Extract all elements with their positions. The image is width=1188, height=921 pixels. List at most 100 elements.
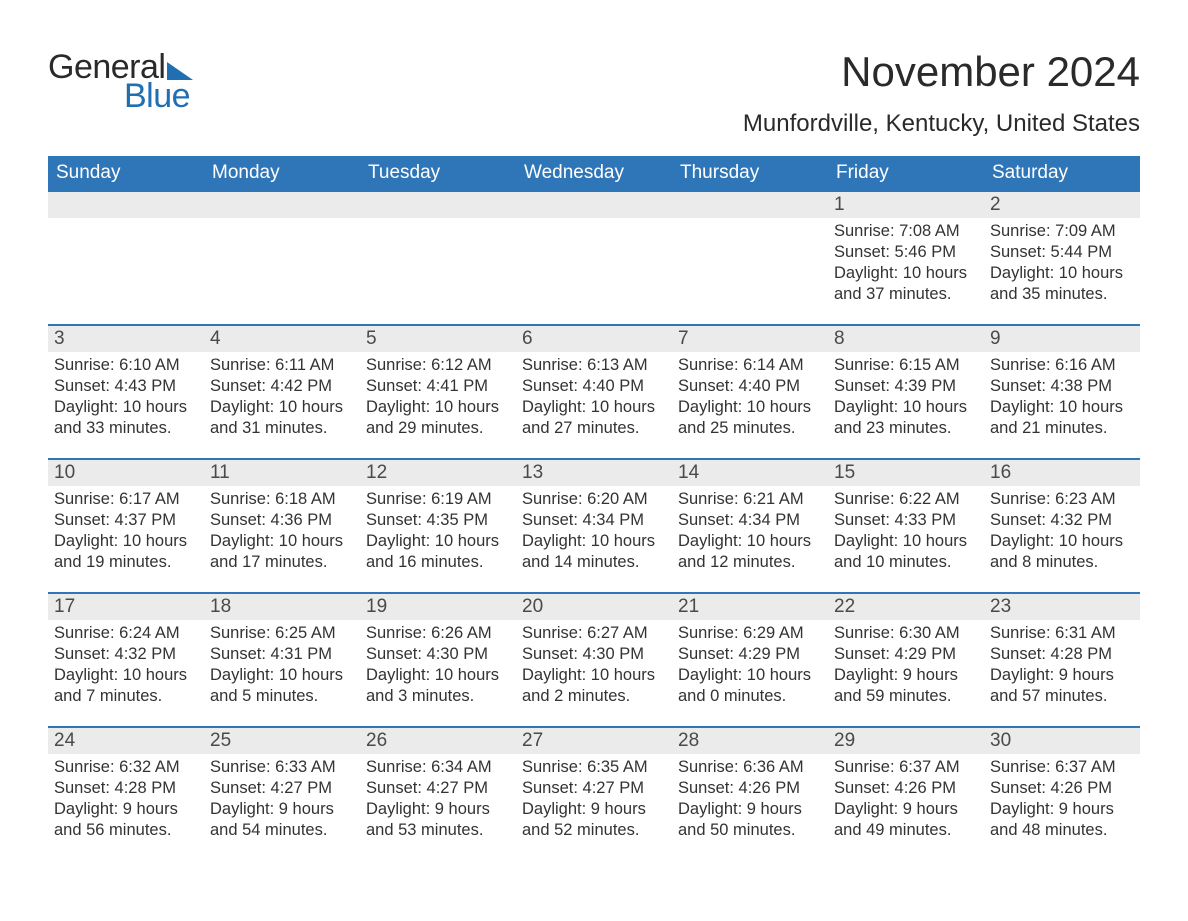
sunrise-line: Sunrise: 6:15 AM: [834, 355, 978, 376]
calendar-day-cell: 30Sunrise: 6:37 AMSunset: 4:26 PMDayligh…: [984, 727, 1140, 861]
day-details: Sunrise: 6:17 AMSunset: 4:37 PMDaylight:…: [48, 486, 204, 579]
calendar-day-cell: 11Sunrise: 6:18 AMSunset: 4:36 PMDayligh…: [204, 459, 360, 593]
day-number: 27: [516, 728, 672, 754]
day-number: 15: [828, 460, 984, 486]
calendar-week-row: 1Sunrise: 7:08 AMSunset: 5:46 PMDaylight…: [48, 191, 1140, 325]
day-number: 26: [360, 728, 516, 754]
day-number: [204, 192, 360, 218]
calendar-day-cell: 20Sunrise: 6:27 AMSunset: 4:30 PMDayligh…: [516, 593, 672, 727]
sunset-line: Sunset: 4:28 PM: [54, 778, 198, 799]
sunrise-line: Sunrise: 6:29 AM: [678, 623, 822, 644]
day-number: 20: [516, 594, 672, 620]
title-block: November 2024 Munfordville, Kentucky, Un…: [743, 48, 1140, 148]
day-details: Sunrise: 6:26 AMSunset: 4:30 PMDaylight:…: [360, 620, 516, 713]
sunset-line: Sunset: 4:27 PM: [210, 778, 354, 799]
sunset-line: Sunset: 5:44 PM: [990, 242, 1134, 263]
location-subtitle: Munfordville, Kentucky, United States: [743, 110, 1140, 138]
daylight-line: Daylight: 10 hours and 10 minutes.: [834, 531, 978, 573]
day-details: Sunrise: 6:19 AMSunset: 4:35 PMDaylight:…: [360, 486, 516, 579]
daylight-line: Daylight: 10 hours and 37 minutes.: [834, 263, 978, 305]
calendar-day-cell: 25Sunrise: 6:33 AMSunset: 4:27 PMDayligh…: [204, 727, 360, 861]
daylight-line: Daylight: 10 hours and 31 minutes.: [210, 397, 354, 439]
day-details: Sunrise: 7:09 AMSunset: 5:44 PMDaylight:…: [984, 218, 1140, 311]
brand-word-blue: Blue: [124, 77, 190, 116]
calendar-day-cell: 9Sunrise: 6:16 AMSunset: 4:38 PMDaylight…: [984, 325, 1140, 459]
sunset-line: Sunset: 4:32 PM: [54, 644, 198, 665]
brand-triangle-icon: [167, 62, 193, 80]
daylight-line: Daylight: 10 hours and 21 minutes.: [990, 397, 1134, 439]
daylight-line: Daylight: 10 hours and 27 minutes.: [522, 397, 666, 439]
sunrise-line: Sunrise: 6:37 AM: [834, 757, 978, 778]
calendar-day-cell: 5Sunrise: 6:12 AMSunset: 4:41 PMDaylight…: [360, 325, 516, 459]
day-number: 16: [984, 460, 1140, 486]
sunrise-line: Sunrise: 6:35 AM: [522, 757, 666, 778]
sunset-line: Sunset: 4:27 PM: [522, 778, 666, 799]
daylight-line: Daylight: 10 hours and 16 minutes.: [366, 531, 510, 573]
day-details: Sunrise: 6:10 AMSunset: 4:43 PMDaylight:…: [48, 352, 204, 445]
day-details: Sunrise: 6:23 AMSunset: 4:32 PMDaylight:…: [984, 486, 1140, 579]
daylight-line: Daylight: 10 hours and 29 minutes.: [366, 397, 510, 439]
day-details: Sunrise: 6:13 AMSunset: 4:40 PMDaylight:…: [516, 352, 672, 445]
day-number: 3: [48, 326, 204, 352]
calendar-day-cell: [204, 191, 360, 325]
sunset-line: Sunset: 4:41 PM: [366, 376, 510, 397]
sunset-line: Sunset: 4:36 PM: [210, 510, 354, 531]
calendar-day-cell: 16Sunrise: 6:23 AMSunset: 4:32 PMDayligh…: [984, 459, 1140, 593]
calendar-day-cell: 24Sunrise: 6:32 AMSunset: 4:28 PMDayligh…: [48, 727, 204, 861]
day-number: 19: [360, 594, 516, 620]
sunset-line: Sunset: 4:32 PM: [990, 510, 1134, 531]
day-number: 6: [516, 326, 672, 352]
sunrise-line: Sunrise: 6:14 AM: [678, 355, 822, 376]
daylight-line: Daylight: 9 hours and 54 minutes.: [210, 799, 354, 841]
sunrise-line: Sunrise: 6:22 AM: [834, 489, 978, 510]
sunrise-line: Sunrise: 6:34 AM: [366, 757, 510, 778]
calendar-day-cell: 8Sunrise: 6:15 AMSunset: 4:39 PMDaylight…: [828, 325, 984, 459]
sunrise-line: Sunrise: 7:09 AM: [990, 221, 1134, 242]
day-details: Sunrise: 6:12 AMSunset: 4:41 PMDaylight:…: [360, 352, 516, 445]
day-number: [48, 192, 204, 218]
calendar-day-cell: 23Sunrise: 6:31 AMSunset: 4:28 PMDayligh…: [984, 593, 1140, 727]
sunset-line: Sunset: 5:46 PM: [834, 242, 978, 263]
sunset-line: Sunset: 4:26 PM: [990, 778, 1134, 799]
sunrise-line: Sunrise: 6:26 AM: [366, 623, 510, 644]
daylight-line: Daylight: 10 hours and 0 minutes.: [678, 665, 822, 707]
sunset-line: Sunset: 4:37 PM: [54, 510, 198, 531]
day-number: 4: [204, 326, 360, 352]
daylight-line: Daylight: 10 hours and 8 minutes.: [990, 531, 1134, 573]
sunrise-line: Sunrise: 6:20 AM: [522, 489, 666, 510]
sunrise-line: Sunrise: 6:37 AM: [990, 757, 1134, 778]
calendar-table: SundayMondayTuesdayWednesdayThursdayFrid…: [48, 156, 1140, 861]
sunset-line: Sunset: 4:26 PM: [678, 778, 822, 799]
calendar-day-cell: 29Sunrise: 6:37 AMSunset: 4:26 PMDayligh…: [828, 727, 984, 861]
sunset-line: Sunset: 4:40 PM: [678, 376, 822, 397]
day-number: 8: [828, 326, 984, 352]
day-details: Sunrise: 6:29 AMSunset: 4:29 PMDaylight:…: [672, 620, 828, 713]
day-details: Sunrise: 6:11 AMSunset: 4:42 PMDaylight:…: [204, 352, 360, 445]
sunrise-line: Sunrise: 6:33 AM: [210, 757, 354, 778]
day-details: Sunrise: 6:37 AMSunset: 4:26 PMDaylight:…: [828, 754, 984, 847]
calendar-day-cell: 4Sunrise: 6:11 AMSunset: 4:42 PMDaylight…: [204, 325, 360, 459]
day-number: 14: [672, 460, 828, 486]
calendar-day-cell: 17Sunrise: 6:24 AMSunset: 4:32 PMDayligh…: [48, 593, 204, 727]
sunset-line: Sunset: 4:34 PM: [522, 510, 666, 531]
sunrise-line: Sunrise: 6:21 AM: [678, 489, 822, 510]
daylight-line: Daylight: 10 hours and 3 minutes.: [366, 665, 510, 707]
day-number: 9: [984, 326, 1140, 352]
day-details: Sunrise: 6:15 AMSunset: 4:39 PMDaylight:…: [828, 352, 984, 445]
sunrise-line: Sunrise: 6:30 AM: [834, 623, 978, 644]
day-number: 30: [984, 728, 1140, 754]
day-number: 13: [516, 460, 672, 486]
day-number: 29: [828, 728, 984, 754]
calendar-day-cell: 27Sunrise: 6:35 AMSunset: 4:27 PMDayligh…: [516, 727, 672, 861]
calendar-day-cell: 19Sunrise: 6:26 AMSunset: 4:30 PMDayligh…: [360, 593, 516, 727]
calendar-header-row: SundayMondayTuesdayWednesdayThursdayFrid…: [48, 156, 1140, 191]
sunset-line: Sunset: 4:30 PM: [522, 644, 666, 665]
day-details: Sunrise: 6:32 AMSunset: 4:28 PMDaylight:…: [48, 754, 204, 847]
sunrise-line: Sunrise: 6:25 AM: [210, 623, 354, 644]
sunset-line: Sunset: 4:31 PM: [210, 644, 354, 665]
sunrise-line: Sunrise: 6:13 AM: [522, 355, 666, 376]
calendar-day-cell: [672, 191, 828, 325]
day-details: Sunrise: 7:08 AMSunset: 5:46 PMDaylight:…: [828, 218, 984, 311]
sunset-line: Sunset: 4:33 PM: [834, 510, 978, 531]
calendar-header-cell: Saturday: [984, 156, 1140, 191]
